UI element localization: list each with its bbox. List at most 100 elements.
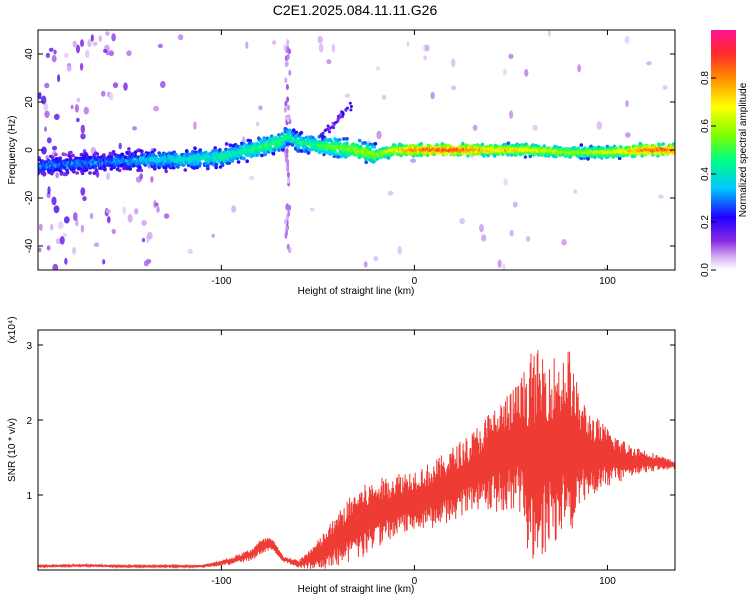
heatmap-cell (359, 144, 363, 149)
heatmap-cell (373, 142, 378, 146)
heatmap-cell (291, 128, 296, 132)
heatmap-cell (286, 116, 290, 123)
heatmap-cell (281, 148, 285, 152)
heatmap-cell (266, 150, 271, 154)
colorbar-gradient (711, 30, 736, 270)
heatmap-cell (47, 186, 51, 195)
heatmap-cell (514, 150, 519, 155)
heatmap-cell (573, 189, 577, 194)
heatmap-cell (328, 152, 332, 156)
heatmap-cell (88, 171, 92, 175)
heatmap-cell (349, 105, 353, 108)
heatmap-cell (110, 152, 114, 157)
colorbar-tick-label: 0.4 (700, 167, 711, 181)
heatmap-cell (503, 68, 507, 76)
colorbar-tick-label: 0.6 (700, 119, 711, 133)
heatmap-cell (509, 153, 514, 157)
heatmap-cell (112, 82, 119, 89)
heatmap-cell (80, 171, 85, 176)
heatmap-cell (299, 149, 304, 153)
heatmap-cell (102, 259, 106, 265)
heatmap-cell (105, 31, 110, 36)
heatmap-cell (419, 153, 424, 158)
heatmap-cell (57, 74, 61, 83)
heatmap-cell (141, 220, 147, 226)
heatmap-cell (506, 153, 510, 157)
spectrogram-y-ticks: -40 -20 0 20 40 (24, 48, 675, 253)
heatmap-cell (41, 95, 47, 105)
heatmap-cell (381, 94, 387, 100)
heatmap-cell (198, 148, 203, 152)
heatmap-cell (344, 93, 351, 98)
y-tick-label: 40 (24, 48, 35, 60)
heatmap-cell (459, 217, 465, 225)
heatmap-cell (561, 239, 567, 246)
heatmap-cell (294, 130, 299, 135)
heatmap-cell (345, 137, 349, 141)
heatmap-cell (596, 121, 602, 130)
heatmap-cell (387, 190, 394, 196)
heatmap-cell (285, 61, 288, 68)
heatmap-cell (472, 124, 478, 131)
heatmap-cell (38, 92, 42, 100)
heatmap-cell (123, 82, 128, 91)
y-tick-label: 0 (24, 147, 35, 153)
heatmap-cell (406, 41, 410, 48)
heatmap-cell (52, 263, 59, 270)
heatmap-cell (92, 41, 98, 46)
heatmap-cell (53, 49, 57, 55)
heatmap-cell (63, 216, 70, 224)
heatmap-cell (193, 146, 197, 150)
heatmap-cell (625, 100, 629, 108)
heatmap-cell (364, 160, 369, 165)
heatmap-cell (286, 171, 290, 178)
heatmap-cell (245, 41, 249, 49)
heatmap-cell (127, 214, 133, 223)
heatmap-cell (152, 148, 157, 152)
heatmap-cell (528, 154, 533, 158)
heatmap-cell (451, 58, 456, 68)
heatmap-cell (273, 148, 277, 152)
heatmap-cell (98, 158, 103, 163)
heatmap-cell (331, 43, 336, 53)
x-tick-label: -100 (211, 276, 231, 287)
heatmap-cell (143, 260, 149, 267)
heatmap-cell (63, 152, 68, 157)
heatmap-cell (646, 61, 652, 66)
heatmap-cell (107, 216, 111, 224)
heatmap-cell (509, 110, 514, 119)
heatmap-cell (50, 223, 54, 231)
heatmap-cell (492, 154, 497, 158)
heatmap-cell (508, 53, 514, 59)
heatmap-cell (122, 166, 126, 171)
heatmap-cell (363, 261, 368, 268)
heatmap-cell (41, 146, 47, 155)
heatmap-cell (430, 91, 435, 100)
spectrogram-x-ticks: -100 0 100 (211, 30, 616, 287)
heatmap-cell (287, 210, 291, 217)
heatmap-cell (140, 149, 144, 154)
heatmap-cell (284, 156, 288, 163)
heatmap-cell (318, 43, 324, 53)
heatmap-cell (76, 44, 80, 54)
heatmap-cell (72, 40, 77, 48)
heatmap-cell (503, 178, 508, 186)
heatmap-cell (283, 44, 287, 51)
heatmap-cell (214, 149, 219, 153)
heatmap-cell (102, 153, 106, 157)
colorbar-tick-label: 0.0 (700, 263, 711, 277)
heatmap-cell (671, 150, 675, 154)
heatmap-cell (328, 130, 331, 134)
heatmap-cell (481, 234, 487, 242)
heatmap-cell (177, 34, 184, 41)
heatmap-cell (76, 97, 81, 103)
heatmap-cell (287, 104, 290, 111)
heatmap-cell (71, 153, 75, 158)
snr-frame (37, 329, 676, 571)
heatmap-cell (198, 161, 202, 166)
heatmap-cell (150, 176, 154, 183)
heatmap-cell (444, 151, 449, 155)
heatmap-cell (65, 170, 70, 175)
heatmap-cell (313, 137, 317, 142)
heatmap-cell (220, 163, 225, 167)
